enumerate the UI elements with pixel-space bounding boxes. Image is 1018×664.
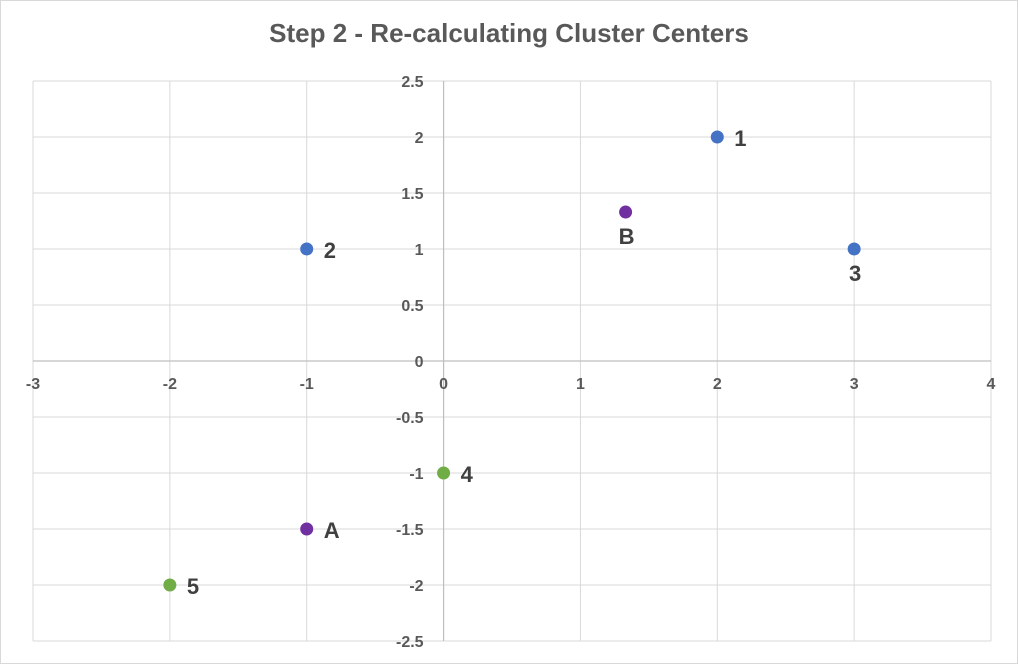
x-tick-label: 1 — [576, 376, 585, 393]
y-tick-label: 0.5 — [401, 298, 423, 315]
y-tick-label: -2.5 — [396, 634, 424, 651]
y-tick-label: 2.5 — [401, 74, 423, 91]
data-point-2 — [300, 242, 314, 256]
x-tick-label: 2 — [713, 376, 722, 393]
data-points — [163, 130, 861, 592]
x-tick-label: 3 — [850, 376, 859, 393]
data-labels: 1 2 3 4 5 A B — [187, 126, 861, 599]
axes — [33, 81, 991, 641]
y-tick-label: 2 — [415, 130, 424, 147]
x-tick-label: 4 — [987, 376, 996, 393]
data-label-1: 1 — [734, 126, 746, 151]
y-tick-label: -2 — [409, 578, 423, 595]
y-tick-label: -1.5 — [396, 522, 424, 539]
x-tick-label: -3 — [26, 376, 40, 393]
y-tick-label: -1 — [409, 466, 423, 483]
gridlines — [32, 80, 992, 642]
data-label-4: 4 — [461, 462, 474, 487]
x-tick-label: 0 — [439, 376, 448, 393]
y-tick-label: 0 — [415, 354, 424, 371]
data-point-B — [619, 205, 633, 219]
x-tick-label: -1 — [300, 376, 314, 393]
data-label-B: B — [619, 224, 635, 249]
data-point-A — [300, 522, 314, 536]
data-label-5: 5 — [187, 574, 199, 599]
data-point-1 — [710, 130, 724, 144]
y-tick-label: 1 — [415, 242, 424, 259]
chart-title: Step 2 - Re-calculating Cluster Centers — [269, 18, 749, 48]
data-label-3: 3 — [849, 261, 861, 286]
data-point-4 — [437, 466, 451, 480]
y-tick-label: 1.5 — [401, 186, 423, 203]
y-tick-label: -0.5 — [396, 410, 424, 427]
tick-labels: -3 -2 -1 0 1 2 3 4 -2.5 -2 -1.5 -1 -0.5 0 0.5 1 1.5 2 2.5 — [26, 74, 996, 651]
data-point-5 — [163, 578, 177, 592]
data-point-3 — [847, 242, 861, 256]
data-label-2: 2 — [324, 238, 336, 263]
data-label-A: A — [324, 518, 340, 543]
x-tick-label: -2 — [163, 376, 177, 393]
